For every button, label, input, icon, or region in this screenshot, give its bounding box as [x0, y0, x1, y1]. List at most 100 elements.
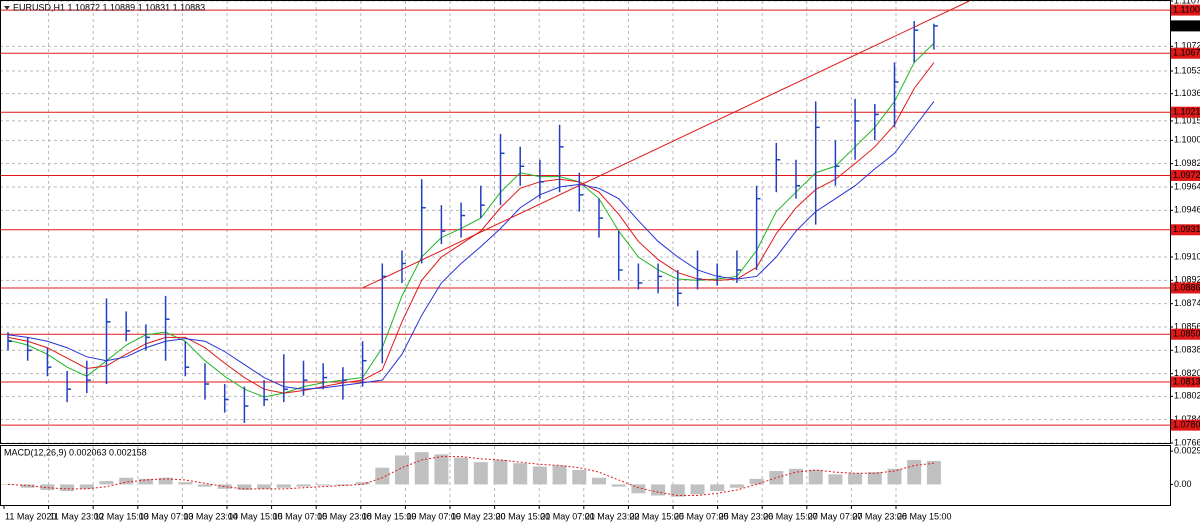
x-tick-label: 18 May 15:00 [362, 511, 417, 521]
y-tick-label: 1.10150 [1174, 115, 1200, 125]
trendline [362, 0, 970, 289]
y-tick-label: 1.09460 [1174, 205, 1200, 215]
macd-histogram-bar [828, 474, 843, 485]
macd-histogram-bar [60, 484, 75, 492]
y-tick-label: 1.10360 [1174, 88, 1200, 98]
moving-average [7, 42, 935, 398]
macd-histogram-bar [552, 465, 567, 485]
x-tick-label: 27 May 07:00 [808, 511, 863, 521]
x-tick-label: 13 May 07:00 [139, 511, 194, 521]
level-label-box [1171, 169, 1200, 181]
level-label-box [1171, 106, 1200, 118]
y-tick-label: 1.09820 [1174, 158, 1200, 168]
x-tick-label: 14 May 15:00 [228, 511, 283, 521]
macd-histogram-bar [513, 463, 528, 485]
macd-histogram-bar [592, 477, 606, 485]
x-tick-label: 15 May 07:00 [273, 511, 328, 521]
macd-histogram-bar [670, 484, 685, 497]
y-tick-label: 1.08200 [1174, 368, 1200, 378]
last-price-label: 1.10883 [1173, 20, 1200, 30]
macd-histogram-bar [335, 484, 350, 486]
x-tick-label: 20 May 15:00 [496, 511, 551, 521]
moving-average [7, 62, 935, 394]
level-label: 1.08504 [1173, 329, 1200, 339]
macd-signal-line [7, 456, 934, 497]
y-tick-label: 1.08920 [1174, 275, 1200, 285]
macd-panel-frame [0, 445, 1171, 506]
macd-histogram-bar [769, 471, 784, 485]
macd-histogram-bar [355, 482, 370, 485]
macd-histogram-bar [867, 472, 882, 485]
macd-histogram-bar [926, 461, 941, 485]
macd-histogram-bar [99, 481, 114, 485]
level-label: 1.08136 [1173, 376, 1200, 386]
x-tick-label: 19 May 07:00 [406, 511, 461, 521]
macd-histogram-bar [710, 484, 725, 492]
level-label-box [1171, 328, 1200, 340]
macd-histogram-bar [789, 468, 803, 485]
y-tick-label: 1.07665 [1174, 437, 1200, 447]
level-label: 1.09729 [1173, 170, 1200, 180]
y-tick-label: 0.00299 [1174, 445, 1200, 455]
macd-histogram-bar [434, 454, 449, 485]
level-label: 1.10672 [1173, 48, 1200, 58]
y-tick-label: 1.10000 [1174, 135, 1200, 145]
macd-histogram-bar [651, 484, 666, 496]
macd-histogram-bar [749, 478, 764, 485]
level-label-box [1171, 4, 1200, 16]
y-tick-label: 1.08740 [1174, 298, 1200, 308]
x-tick-label: 22 May 15:00 [629, 511, 684, 521]
collapse-icon [4, 6, 10, 10]
level-label: 1.07803 [1173, 419, 1200, 429]
y-tick-label: 1.11075 [1174, 0, 1200, 5]
macd-histogram-bar [257, 484, 272, 489]
y-tick-label: 1.08380 [1174, 345, 1200, 355]
x-tick-label: 12 May 15:00 [94, 511, 149, 521]
level-label-box [1171, 376, 1200, 388]
macd-histogram-bar [296, 484, 311, 487]
macd-histogram-bar [217, 484, 232, 489]
x-tick-label: 28 May 15:00 [897, 511, 952, 521]
y-tick-label: 1.09640 [1174, 181, 1200, 191]
y-tick-label: 1.08560 [1174, 321, 1200, 331]
macd-histogram-bar [631, 484, 646, 494]
macd-histogram-bar [316, 484, 331, 486]
macd-histogram-bar [887, 468, 902, 485]
last-price-box [1171, 20, 1200, 32]
x-tick-label: 11 May 2020 [5, 511, 56, 521]
macd-histogram-bar [198, 484, 212, 487]
y-tick-label: 1.10535 [1174, 65, 1200, 75]
y-tick-label: 1.07845 [1174, 414, 1200, 424]
macd-histogram-bar [40, 484, 55, 490]
x-tick-label: 21 May 23:00 [585, 511, 640, 521]
level-label: 1.10217 [1173, 107, 1200, 117]
main-panel-frame [0, 0, 1171, 444]
macd-histogram-bar [493, 459, 508, 485]
x-tick-label: 27 May 23:00 [852, 511, 907, 521]
macd-histogram-bar [414, 452, 429, 485]
macd-histogram-bar [375, 467, 390, 485]
x-tick-label: 15 May 23:00 [317, 511, 372, 521]
level-label-box [1171, 282, 1200, 294]
macd-histogram-bar [237, 484, 252, 490]
macd-histogram-bar [20, 484, 35, 488]
macd-histogram-bar [178, 482, 193, 485]
y-tick-label: 0.00 [1174, 479, 1192, 489]
macd-histogram-bar [79, 484, 94, 489]
macd-histogram-bar [690, 484, 705, 495]
y-tick-label: 1.10725 [1174, 41, 1200, 51]
y-tick-label: 1.09100 [1174, 251, 1200, 261]
x-tick-label: 19 May 23:00 [451, 511, 506, 521]
x-tick-label: 11 May 23:00 [50, 511, 104, 521]
macd-histogram-bar [729, 484, 744, 488]
macd-histogram-bar [276, 484, 291, 488]
x-tick-label: 21 May 07:00 [540, 511, 595, 521]
macd-histogram-bar [611, 484, 626, 487]
macd-histogram-bar [808, 469, 823, 485]
x-tick-label: 25 May 23:00 [719, 511, 774, 521]
x-tick-label: 26 May 15:00 [763, 511, 818, 521]
level-label-box [1171, 47, 1200, 59]
